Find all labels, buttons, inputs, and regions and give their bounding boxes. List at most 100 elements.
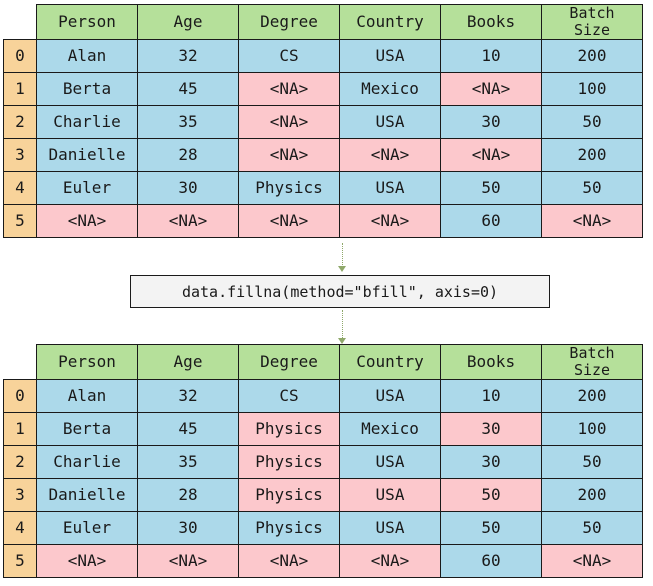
- value-cell: Alan: [36, 39, 138, 73]
- table-row: 3 Danielle 28 Physics USA 50 200: [3, 478, 643, 512]
- value-cell: Euler: [36, 511, 138, 545]
- value-cell: Danielle: [36, 138, 138, 172]
- table-row: 2 Charlie 35 <NA> USA 30 50: [3, 105, 643, 139]
- highlighted-cell: <NA>: [339, 138, 441, 172]
- highlighted-cell: <NA>: [238, 105, 340, 139]
- value-cell: 200: [541, 379, 643, 413]
- value-cell: 28: [137, 138, 239, 172]
- highlighted-cell: Physics: [238, 478, 340, 512]
- value-cell: Physics: [238, 171, 340, 205]
- highlighted-cell: <NA>: [339, 204, 441, 238]
- value-cell: 50: [440, 171, 542, 205]
- row-index: 0: [3, 39, 37, 73]
- value-cell: 28: [137, 478, 239, 512]
- highlighted-cell: <NA>: [238, 138, 340, 172]
- value-cell: Charlie: [36, 445, 138, 479]
- corner-cell: [4, 5, 37, 40]
- value-cell: Berta: [36, 412, 138, 446]
- highlighted-cell: USA: [339, 478, 441, 512]
- table-before-fillna: Person Age Degree Country Books Batch Size 0 Ala…: [3, 4, 643, 238]
- value-cell: Danielle: [36, 478, 138, 512]
- value-cell: 50: [541, 171, 643, 205]
- value-cell: 100: [541, 412, 643, 446]
- table-row: 1 Berta 45 <NA> Mexico <NA> 100: [3, 72, 643, 106]
- value-cell: 100: [541, 72, 643, 106]
- value-cell: 45: [137, 412, 239, 446]
- table-row: 3 Danielle 28 <NA> <NA> <NA> 200: [3, 138, 643, 172]
- row-index: 3: [3, 138, 37, 172]
- code-text: data.fillna(method="bfill", axis=0): [181, 282, 499, 301]
- value-cell: Berta: [36, 72, 138, 106]
- value-cell: Euler: [36, 171, 138, 205]
- highlighted-cell: <NA>: [339, 544, 441, 578]
- column-header: Batch Size: [541, 4, 643, 40]
- table-after-body: Person Age Degree Country Books Batch Size 0 Ala…: [3, 344, 643, 578]
- table-row: 0 Alan 32 CS USA 10 200: [3, 39, 643, 73]
- value-cell: Charlie: [36, 105, 138, 139]
- highlighted-cell: <NA>: [137, 204, 239, 238]
- table-row: 4 Euler 30 Physics USA 50 50: [3, 171, 643, 205]
- highlighted-cell: <NA>: [541, 204, 643, 238]
- row-index: 4: [3, 511, 37, 545]
- value-cell: 60: [440, 204, 542, 238]
- value-cell: 50: [541, 445, 643, 479]
- value-cell: Physics: [238, 511, 340, 545]
- column-header: Country: [339, 4, 441, 40]
- value-cell: 30: [137, 171, 239, 205]
- column-header: Age: [137, 4, 239, 40]
- highlighted-cell: <NA>: [36, 544, 138, 578]
- table-row: 5 <NA> <NA> <NA> <NA> 60 <NA>: [3, 544, 643, 578]
- value-cell: CS: [238, 39, 340, 73]
- table-row: 0 Alan 32 CS USA 10 200: [3, 379, 643, 413]
- table-row: 5 <NA> <NA> <NA> <NA> 60 <NA>: [3, 204, 643, 238]
- row-index: 1: [3, 412, 37, 446]
- value-cell: 50: [541, 105, 643, 139]
- value-cell: 200: [541, 39, 643, 73]
- table-after-fillna: Person Age Degree Country Books Batch Size 0 Ala…: [3, 344, 643, 578]
- row-index: 5: [3, 544, 37, 578]
- value-cell: 32: [137, 379, 239, 413]
- highlighted-cell: 30: [440, 412, 542, 446]
- row-index: 3: [3, 478, 37, 512]
- connector-line-top: [342, 243, 344, 269]
- column-header: Person: [36, 344, 138, 380]
- corner-cell: [4, 345, 37, 380]
- value-cell: 10: [440, 379, 542, 413]
- column-header: Books: [440, 344, 542, 380]
- value-cell: 60: [440, 544, 542, 578]
- highlighted-cell: <NA>: [36, 204, 138, 238]
- highlighted-cell: Physics: [238, 445, 340, 479]
- column-header: Batch Size: [541, 344, 643, 380]
- column-header: Person: [36, 4, 138, 40]
- highlighted-cell: <NA>: [238, 72, 340, 106]
- arrow-down-icon: [338, 266, 346, 272]
- value-cell: CS: [238, 379, 340, 413]
- row-index: 5: [3, 204, 37, 238]
- arrow-down-icon: [338, 338, 346, 344]
- value-cell: USA: [339, 171, 441, 205]
- value-cell: USA: [339, 445, 441, 479]
- value-cell: 30: [440, 105, 542, 139]
- value-cell: USA: [339, 511, 441, 545]
- highlighted-cell: 50: [440, 478, 542, 512]
- value-cell: 50: [440, 511, 542, 545]
- row-index: 2: [3, 105, 37, 139]
- value-cell: USA: [339, 39, 441, 73]
- table-row: 1 Berta 45 Physics Mexico 30 100: [3, 412, 643, 446]
- highlighted-cell: Physics: [238, 412, 340, 446]
- highlighted-cell: <NA>: [440, 138, 542, 172]
- highlighted-cell: <NA>: [440, 72, 542, 106]
- table-row: 2 Charlie 35 Physics USA 30 50: [3, 445, 643, 479]
- value-cell: 200: [541, 138, 643, 172]
- value-cell: 32: [137, 39, 239, 73]
- value-cell: Mexico: [339, 412, 441, 446]
- highlighted-cell: <NA>: [238, 544, 340, 578]
- highlighted-cell: <NA>: [137, 544, 239, 578]
- value-cell: 30: [440, 445, 542, 479]
- value-cell: 10: [440, 39, 542, 73]
- column-header: Age: [137, 344, 239, 380]
- code-box: data.fillna(method="bfill", axis=0): [130, 275, 550, 308]
- row-index: 2: [3, 445, 37, 479]
- column-header: Books: [440, 4, 542, 40]
- table-row: 4 Euler 30 Physics USA 50 50: [3, 511, 643, 545]
